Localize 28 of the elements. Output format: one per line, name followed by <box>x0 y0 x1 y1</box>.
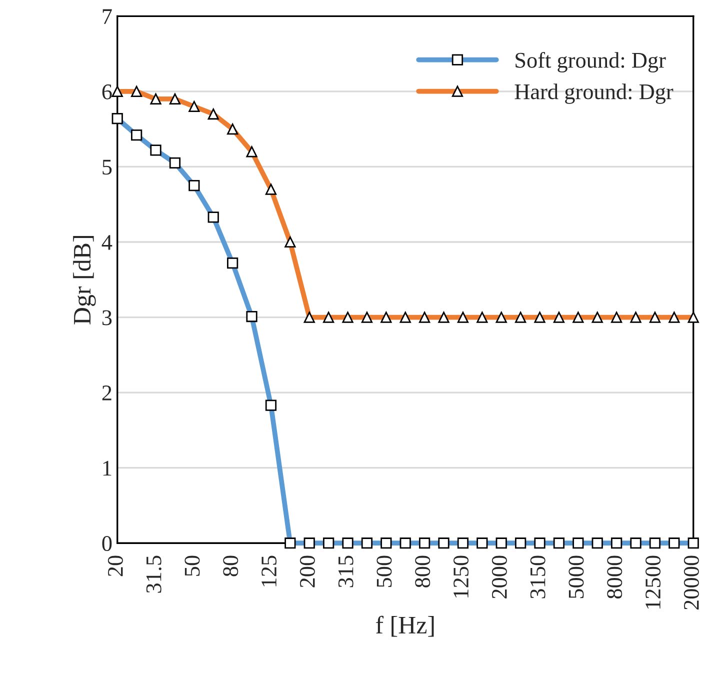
y-tick-label: 6 <box>102 84 112 100</box>
y-tick-label: 1 <box>103 460 112 476</box>
x-tick-label: 1250 <box>454 556 469 598</box>
x-tick-label: 500 <box>376 556 392 587</box>
y-tick-label: 3 <box>102 310 112 326</box>
x-tick-label: 80 <box>223 556 238 576</box>
x-tick-label: 12500 <box>646 556 661 609</box>
y-tick-label: 5 <box>102 160 112 175</box>
x-tick-label: 125 <box>262 556 277 586</box>
x-tick-label: 2000 <box>492 556 507 598</box>
x-tick-label: 50 <box>184 556 200 576</box>
x-axis-title: f [Hz] <box>376 616 434 637</box>
y-axis-title: Dgr [dB] <box>73 236 96 324</box>
x-tick-label: 31.5 <box>146 556 162 593</box>
y-tick-label: 0 <box>102 536 112 552</box>
x-tick-label: 800 <box>415 556 430 588</box>
y-tick-label: 7 <box>102 9 112 24</box>
y-tick-label: 4 <box>102 235 112 250</box>
x-tick-label: 20000 <box>684 556 699 610</box>
y-tick-label: 2 <box>102 386 112 400</box>
x-tick-label: 20 <box>108 556 123 576</box>
x-tick-label: 3150 <box>530 556 546 598</box>
legend-label: Hard ground: Dgr <box>514 84 674 104</box>
x-tick-label: 5000 <box>568 556 584 598</box>
x-tick-label: 315 <box>338 556 354 588</box>
x-tick-label: 200 <box>300 556 315 588</box>
x-tick-label: 8000 <box>607 556 622 599</box>
legend-label: Soft ground: Dgr <box>516 52 666 72</box>
